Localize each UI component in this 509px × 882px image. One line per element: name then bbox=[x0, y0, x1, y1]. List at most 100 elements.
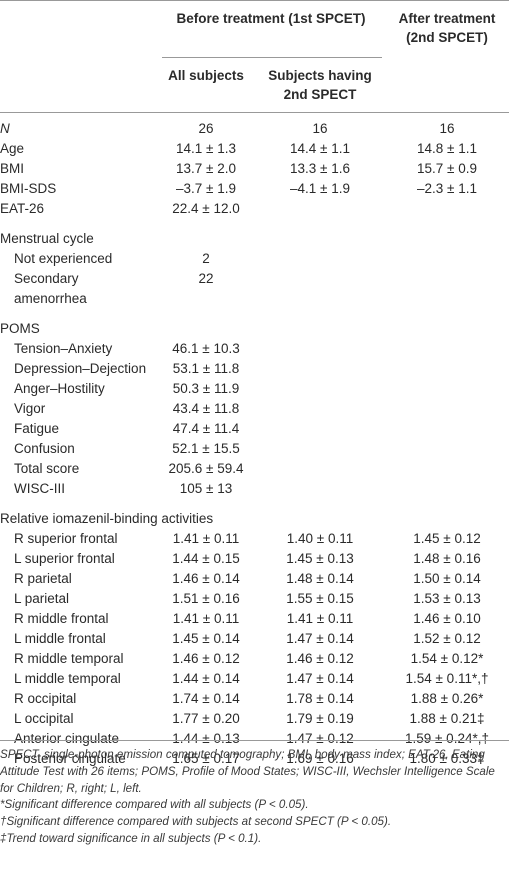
cell-all: 43.4 ± 11.8 bbox=[172, 401, 240, 416]
row-label: Not experienced bbox=[14, 251, 113, 266]
cell-after: 1.52 ± 0.12 bbox=[413, 631, 481, 646]
table-row: R parietal 1.46 ± 0.14 1.48 ± 0.14 1.50 … bbox=[0, 569, 509, 589]
row-label: Secondary amenorrhea bbox=[14, 271, 87, 306]
row-label: Depression–Dejection bbox=[14, 361, 147, 376]
row-label: Age bbox=[0, 141, 25, 156]
table-row: L middle frontal 1.45 ± 0.14 1.47 ± 0.14… bbox=[0, 629, 509, 649]
row-label: Confusion bbox=[14, 441, 75, 456]
cell-after: 1.88 ± 0.21‡ bbox=[409, 711, 485, 726]
cell-all: 22.4 ± 12.0 bbox=[172, 201, 240, 216]
table-row: Total score 205.6 ± 59.4 bbox=[0, 459, 509, 479]
cell-all: 22 bbox=[198, 271, 214, 286]
table-row: R occipital 1.74 ± 0.14 1.78 ± 0.14 1.88… bbox=[0, 689, 509, 709]
table-row: BMI 13.7 ± 2.0 13.3 ± 1.6 15.7 ± 0.9 bbox=[0, 159, 509, 179]
cell-after: 1.80 ± 0.33‡ bbox=[409, 751, 485, 766]
section-heading: POMS bbox=[0, 319, 509, 339]
row-label: Fatigue bbox=[14, 421, 60, 436]
cell-after: 1.88 ± 0.26* bbox=[410, 691, 484, 706]
table-row: Anger–Hostility 50.3 ± 11.9 bbox=[0, 379, 509, 399]
row-label: Tension–Anxiety bbox=[14, 341, 113, 356]
row-label: L occipital bbox=[14, 711, 74, 726]
cell-all: 1.74 ± 0.14 bbox=[172, 691, 240, 706]
cell-sub: 1.47 ± 0.14 bbox=[286, 671, 354, 686]
cell-sub: 1.69 ± 0.16 bbox=[286, 751, 354, 766]
cell-after: 1.50 ± 0.14 bbox=[413, 571, 481, 586]
row-label: L middle frontal bbox=[14, 631, 106, 646]
cell-all: 53.1 ± 11.8 bbox=[172, 361, 240, 376]
cell-sub: 1.78 ± 0.14 bbox=[286, 691, 354, 706]
cell-all: 52.1 ± 15.5 bbox=[172, 441, 240, 456]
table-row: BMI-SDS –3.7 ± 1.9 –4.1 ± 1.9 –2.3 ± 1.1 bbox=[0, 179, 509, 199]
section-heading: Menstrual cycle bbox=[0, 229, 509, 249]
table-row: L superior frontal 1.44 ± 0.15 1.45 ± 0.… bbox=[0, 549, 509, 569]
cell-after: 1.59 ± 0.24*,† bbox=[405, 731, 489, 746]
row-label: R middle temporal bbox=[14, 651, 124, 666]
table-row: R middle temporal 1.46 ± 0.12 1.46 ± 0.1… bbox=[0, 649, 509, 669]
cell-all: –3.7 ± 1.9 bbox=[176, 181, 236, 196]
row-label: Vigor bbox=[14, 401, 46, 416]
footnote-double-dagger: ‡Trend toward significance in all subjec… bbox=[0, 831, 262, 845]
cell-all: 1.44 ± 0.14 bbox=[172, 671, 240, 686]
cell-sub: 1.47 ± 0.14 bbox=[286, 631, 354, 646]
cell-after: 15.7 ± 0.9 bbox=[417, 161, 477, 176]
cell-sub: 1.48 ± 0.14 bbox=[286, 571, 354, 586]
table-row: L parietal 1.51 ± 0.16 1.55 ± 0.15 1.53 … bbox=[0, 589, 509, 609]
cell-sub: 14.4 ± 1.1 bbox=[290, 141, 350, 156]
table-row: Vigor 43.4 ± 11.8 bbox=[0, 399, 509, 419]
row-label: BMI bbox=[0, 161, 25, 176]
cell-after: 1.45 ± 0.12 bbox=[413, 531, 481, 546]
table-row: L middle temporal 1.44 ± 0.14 1.47 ± 0.1… bbox=[0, 669, 509, 689]
footnote-star: *Significant difference compared with al… bbox=[0, 798, 309, 812]
cell-all: 1.46 ± 0.12 bbox=[172, 651, 240, 666]
table-row: R middle frontal 1.41 ± 0.11 1.41 ± 0.11… bbox=[0, 609, 509, 629]
top-rule bbox=[0, 0, 509, 1]
table-row: Tension–Anxiety 46.1 ± 10.3 bbox=[0, 339, 509, 359]
row-spacer bbox=[0, 499, 509, 509]
row-label: Total score bbox=[14, 461, 80, 476]
table-row: EAT-26 22.4 ± 12.0 bbox=[0, 199, 509, 219]
cell-after: 16 bbox=[439, 121, 455, 136]
cell-sub: 1.41 ± 0.11 bbox=[286, 611, 354, 626]
header-before-treatment: Before treatment (1st SPCET) bbox=[176, 11, 366, 26]
table-row: R superior frontal 1.41 ± 0.11 1.40 ± 0.… bbox=[0, 529, 509, 549]
row-label: POMS bbox=[0, 321, 40, 336]
cell-all: 26 bbox=[198, 121, 214, 136]
table-row: Secondary amenorrhea 22 bbox=[0, 269, 509, 309]
cell-sub: 1.47 ± 0.12 bbox=[286, 731, 354, 746]
cell-after: 14.8 ± 1.1 bbox=[417, 141, 477, 156]
cell-sub: 1.46 ± 0.12 bbox=[286, 651, 354, 666]
cell-sub: –4.1 ± 1.9 bbox=[290, 181, 350, 196]
table-row: Depression–Dejection 53.1 ± 11.8 bbox=[0, 359, 509, 379]
cell-all: 2 bbox=[202, 251, 210, 266]
row-label: BMI-SDS bbox=[0, 181, 57, 196]
row-label: Relative iomazenil-binding activities bbox=[0, 511, 214, 526]
cell-all: 1.41 ± 0.11 bbox=[172, 611, 240, 626]
cell-all: 1.41 ± 0.11 bbox=[172, 531, 240, 546]
cell-after: 1.54 ± 0.11*,† bbox=[405, 671, 489, 686]
header-subjects-line2: 2nd SPECT bbox=[283, 87, 357, 102]
cell-sub: 16 bbox=[312, 121, 328, 136]
table-row: Not experienced 2 bbox=[0, 249, 509, 269]
cell-all: 1.46 ± 0.14 bbox=[172, 571, 240, 586]
footnote-abbreviations: SPECT, single-photon emission computed t… bbox=[0, 748, 495, 795]
header-rule bbox=[0, 112, 509, 113]
row-label: L middle temporal bbox=[14, 671, 121, 686]
row-spacer bbox=[0, 309, 509, 319]
header-after-line1: After treatment bbox=[398, 11, 496, 26]
cell-after: –2.3 ± 1.1 bbox=[417, 181, 477, 196]
cell-all: 13.7 ± 2.0 bbox=[176, 161, 236, 176]
cell-sub: 1.40 ± 0.11 bbox=[286, 531, 354, 546]
cell-all: 1.77 ± 0.20 bbox=[172, 711, 240, 726]
header-subjects-line1: Subjects having bbox=[268, 68, 372, 83]
cell-all: 47.4 ± 11.4 bbox=[172, 421, 240, 436]
footnote-dagger: †Significant difference compared with su… bbox=[0, 815, 392, 829]
table-row: Confusion 52.1 ± 15.5 bbox=[0, 439, 509, 459]
row-label: R parietal bbox=[14, 571, 72, 586]
row-label: Menstrual cycle bbox=[0, 231, 94, 246]
table-row: Posterior cingulate 1.65 ± 0.17 1.69 ± 0… bbox=[0, 749, 509, 769]
table-row: Fatigue 47.4 ± 11.4 bbox=[0, 419, 509, 439]
cell-all: 50.3 ± 11.9 bbox=[172, 381, 240, 396]
header-after-line2: (2nd SPCET) bbox=[406, 30, 488, 45]
header-subjects-2nd: Subjects having 2nd SPECT bbox=[258, 66, 382, 104]
